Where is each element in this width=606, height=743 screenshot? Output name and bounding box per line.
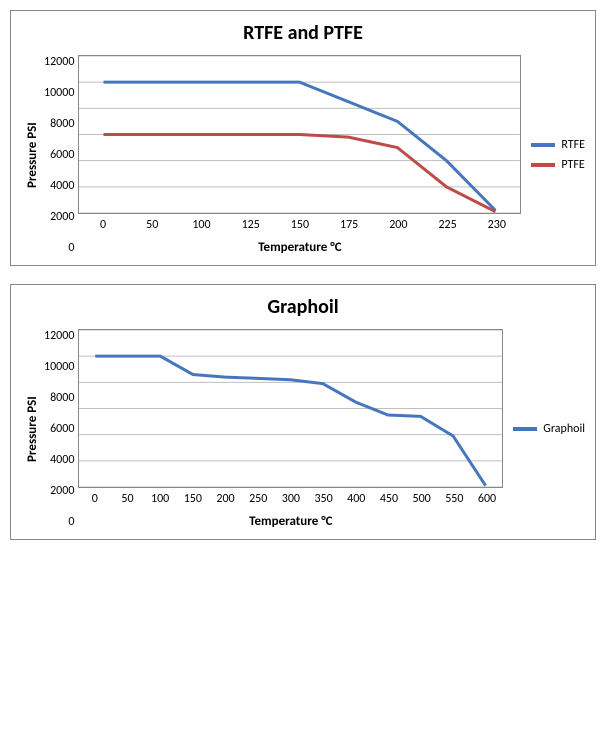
- x-ticks: 050100150200250300350400450500550600: [78, 492, 503, 506]
- chart-body: Pressure PSI 120001000080006000400020000…: [21, 55, 585, 255]
- y-tick: 12000: [44, 329, 74, 343]
- legend-item: PTFE: [531, 158, 585, 172]
- legend-item: Graphoil: [513, 422, 585, 436]
- legend: RTFE PTFE: [521, 55, 585, 255]
- y-ticks: 12000 10000 8000 6000 4000 2000 0: [44, 329, 78, 529]
- legend-label: PTFE: [561, 158, 584, 172]
- y-axis-label: Pressure PSI: [21, 55, 44, 255]
- y-tick: 2000: [50, 210, 74, 224]
- x-tick: 125: [226, 218, 275, 232]
- x-axis-label: Temperature °C: [78, 514, 503, 529]
- x-tick: 0: [78, 492, 111, 506]
- x-tick: 230: [472, 218, 521, 232]
- plot-area: [78, 55, 521, 214]
- x-axis-label: Temperature °C: [78, 240, 521, 255]
- chart-rtfe-ptfe: RTFE and PTFE Pressure PSI 1200010000800…: [10, 10, 596, 266]
- x-tick: 200: [209, 492, 242, 506]
- legend-label: Graphoil: [543, 422, 585, 436]
- y-tick: 8000: [50, 117, 74, 131]
- y-tick: 6000: [50, 148, 74, 162]
- x-tick: 50: [111, 492, 144, 506]
- y-tick: 6000: [50, 422, 74, 436]
- x-tick: 350: [307, 492, 340, 506]
- chart-title: RTFE and PTFE: [21, 21, 585, 45]
- y-tick: 4000: [50, 453, 74, 467]
- chart-title: Graphoil: [21, 295, 585, 319]
- legend-label: RTFE: [561, 138, 585, 152]
- plot-svg: [79, 56, 520, 213]
- x-tick: 150: [176, 492, 209, 506]
- y-tick: 12000: [44, 55, 74, 69]
- y-tick: 4000: [50, 179, 74, 193]
- x-tick: 400: [340, 492, 373, 506]
- x-tick: 150: [275, 218, 324, 232]
- x-tick: 100: [177, 218, 226, 232]
- x-tick: 175: [325, 218, 374, 232]
- series-ptfe: [104, 135, 496, 212]
- y-tick: 8000: [50, 391, 74, 405]
- y-tick: 10000: [44, 86, 74, 100]
- legend-item: RTFE: [531, 138, 585, 152]
- chart-body: Pressure PSI 120001000080006000400020000…: [21, 329, 585, 529]
- y-tick: 0: [68, 241, 74, 255]
- x-tick: 450: [373, 492, 406, 506]
- plot-wrap: 050100150200250300350400450500550600 Tem…: [78, 329, 503, 529]
- x-tick: 550: [438, 492, 471, 506]
- series-rtfe: [104, 82, 496, 210]
- x-tick: 300: [275, 492, 308, 506]
- x-tick: 250: [242, 492, 275, 506]
- x-tick: 0: [78, 218, 127, 232]
- x-tick: 225: [423, 218, 472, 232]
- x-tick: 500: [405, 492, 438, 506]
- legend-swatch: [513, 427, 537, 431]
- x-tick: 200: [374, 218, 423, 232]
- y-tick: 10000: [44, 360, 74, 374]
- plot-wrap: 050100125150175200225230 Temperature °C: [78, 55, 521, 255]
- legend-swatch: [531, 143, 555, 147]
- x-tick: 50: [128, 218, 177, 232]
- series-graphoil: [96, 356, 486, 486]
- legend-swatch: [531, 163, 555, 167]
- x-tick: 600: [471, 492, 504, 506]
- y-ticks: 12000 10000 8000 6000 4000 2000 0: [44, 55, 78, 255]
- y-tick: 0: [68, 515, 74, 529]
- plot-area: [78, 329, 503, 488]
- y-tick: 2000: [50, 484, 74, 498]
- chart-graphoil: Graphoil Pressure PSI 120001000080006000…: [10, 284, 596, 540]
- y-axis-label: Pressure PSI: [21, 329, 44, 529]
- plot-svg: [79, 330, 502, 487]
- x-ticks: 050100125150175200225230: [78, 218, 521, 232]
- x-tick: 100: [144, 492, 177, 506]
- legend: Graphoil: [503, 329, 585, 529]
